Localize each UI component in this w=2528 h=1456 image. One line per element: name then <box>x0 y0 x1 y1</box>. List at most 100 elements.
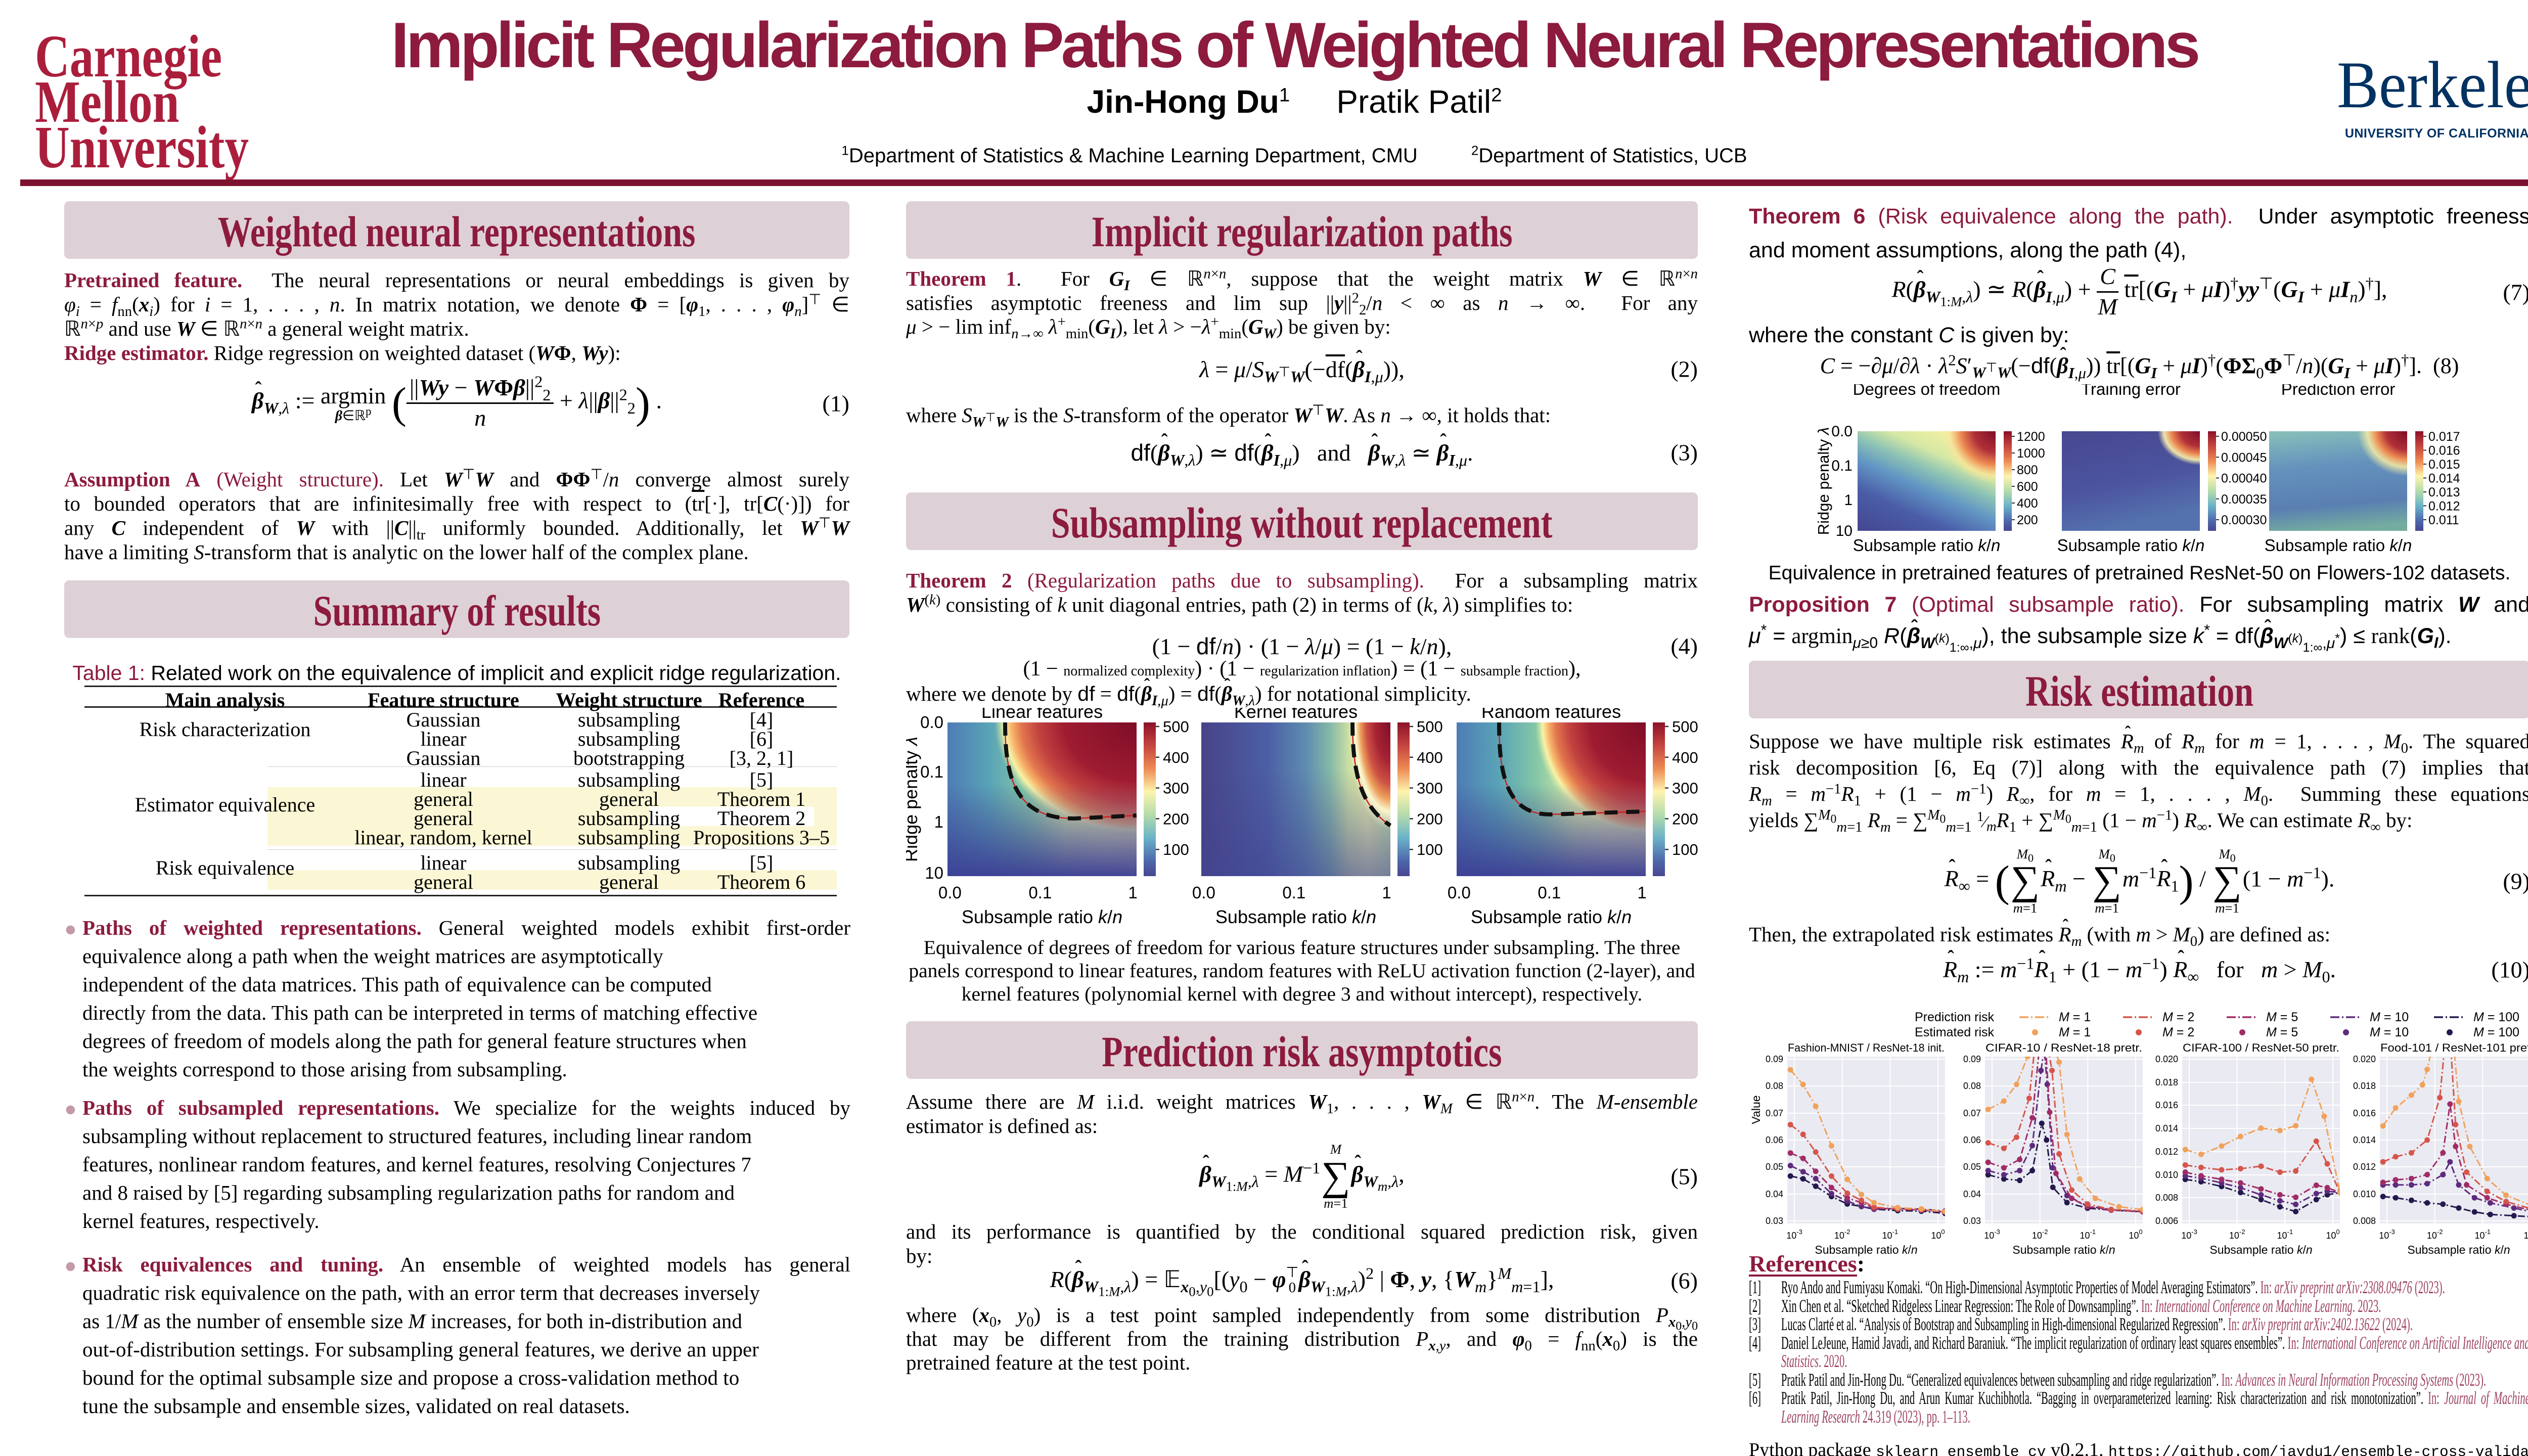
svg-text:M = 5: M = 5 <box>2266 1010 2298 1024</box>
svg-text:100: 100 <box>1672 841 1698 858</box>
svg-text:0.00035: 0.00035 <box>2221 492 2267 507</box>
svg-text:M = 5: M = 5 <box>2266 1025 2298 1039</box>
svg-text:1: 1 <box>1382 883 1391 902</box>
svg-text:0.00030: 0.00030 <box>2221 513 2267 527</box>
svg-text:300: 300 <box>1417 780 1443 797</box>
svg-text:0.016: 0.016 <box>2428 444 2460 458</box>
svg-text:10-3: 10-3 <box>2379 1228 2395 1241</box>
svg-text:0.05: 0.05 <box>1766 1162 1783 1172</box>
svg-text:10-1: 10-1 <box>1882 1228 1899 1241</box>
svg-text:500: 500 <box>1163 718 1189 736</box>
svg-text:Subsample ratio k/n: Subsample ratio k/n <box>1471 906 1632 927</box>
svg-text:10-1: 10-1 <box>2080 1228 2096 1241</box>
svg-text:0.012: 0.012 <box>2428 499 2460 514</box>
svg-text:Prediction error: Prediction error <box>2281 384 2396 398</box>
svg-text:Food-101 / ResNet-101 pretr.: Food-101 / ResNet-101 pretr. <box>2380 1041 2528 1054</box>
svg-text:500: 500 <box>1672 718 1698 736</box>
svg-text:0.008: 0.008 <box>2353 1216 2376 1226</box>
svg-text:0.016: 0.016 <box>2155 1100 2178 1110</box>
svg-text:0.06: 0.06 <box>1766 1135 1783 1145</box>
svg-text:0.006: 0.006 <box>2155 1216 2178 1226</box>
svg-text:0.09: 0.09 <box>1766 1054 1783 1064</box>
svg-text:0.015: 0.015 <box>2428 458 2460 472</box>
svg-text:400: 400 <box>1417 749 1443 766</box>
svg-text:M = 2: M = 2 <box>2162 1025 2194 1039</box>
svg-text:0.017: 0.017 <box>2428 430 2460 444</box>
svg-text:0.08: 0.08 <box>1963 1081 1981 1091</box>
svg-text:Ridge penalty λ: Ridge penalty λ <box>1815 427 1832 535</box>
svg-text:0.1: 0.1 <box>920 762 943 781</box>
svg-text:0.014: 0.014 <box>2353 1135 2376 1145</box>
svg-text:1000: 1000 <box>2017 446 2045 461</box>
svg-text:1: 1 <box>1637 883 1646 902</box>
svg-text:0.1: 0.1 <box>1282 883 1305 902</box>
svg-text:M = 1: M = 1 <box>2059 1010 2091 1024</box>
svg-text:0.014: 0.014 <box>2155 1123 2178 1133</box>
svg-text:0.0: 0.0 <box>920 713 943 732</box>
svg-text:M = 10: M = 10 <box>2370 1010 2409 1024</box>
svg-text:Subsample ratio k/n: Subsample ratio k/n <box>962 906 1122 927</box>
svg-text:0.018: 0.018 <box>2353 1081 2376 1091</box>
svg-text:0.0: 0.0 <box>1831 423 1853 440</box>
svg-text:Training error: Training error <box>2081 384 2181 398</box>
svg-text:M = 100: M = 100 <box>2473 1010 2519 1024</box>
svg-text:Fashion-MNIST / ResNet-18 init: Fashion-MNIST / ResNet-18 init. <box>1788 1041 1945 1054</box>
svg-text:600: 600 <box>2017 480 2038 494</box>
svg-text:Subsample ratio k/n: Subsample ratio k/n <box>2265 536 2412 555</box>
svg-text:10-3: 10-3 <box>1984 1228 2000 1241</box>
svg-text:300: 300 <box>1163 780 1189 797</box>
svg-text:1: 1 <box>1844 492 1853 509</box>
svg-text:Subsample ratio k/n: Subsample ratio k/n <box>1215 906 1376 927</box>
svg-text:200: 200 <box>1417 810 1443 828</box>
svg-text:Subsample ratio k/n: Subsample ratio k/n <box>2407 1243 2510 1256</box>
svg-text:0.04: 0.04 <box>1963 1189 1981 1199</box>
svg-text:100: 100 <box>2129 1228 2142 1241</box>
svg-text:10-3: 10-3 <box>1786 1228 1802 1241</box>
svg-text:0.03: 0.03 <box>1766 1216 1783 1226</box>
svg-text:10-2: 10-2 <box>2032 1228 2048 1241</box>
svg-text:M = 10: M = 10 <box>2370 1025 2409 1039</box>
svg-text:100: 100 <box>1931 1228 1945 1241</box>
svg-text:0.05: 0.05 <box>1963 1162 1981 1172</box>
svg-text:0.012: 0.012 <box>2353 1162 2376 1172</box>
svg-text:0.09: 0.09 <box>1963 1054 1981 1064</box>
svg-text:Subsample ratio k/n: Subsample ratio k/n <box>1853 536 2001 555</box>
svg-text:0.020: 0.020 <box>2155 1054 2178 1064</box>
svg-text:200: 200 <box>2017 513 2038 527</box>
svg-text:Ridge penalty λ: Ridge penalty λ <box>906 737 921 862</box>
svg-text:Linear features: Linear features <box>981 708 1103 722</box>
svg-text:10-2: 10-2 <box>2427 1228 2443 1241</box>
svg-text:CIFAR-100 / ResNet-50 pretr.: CIFAR-100 / ResNet-50 pretr. <box>2183 1041 2339 1054</box>
svg-text:500: 500 <box>1417 718 1443 736</box>
svg-text:10-2: 10-2 <box>1834 1228 1850 1241</box>
svg-text:0.0: 0.0 <box>1448 883 1471 902</box>
svg-text:10-1: 10-1 <box>2277 1228 2293 1241</box>
svg-text:0.020: 0.020 <box>2353 1054 2376 1064</box>
svg-text:0.011: 0.011 <box>2428 513 2459 527</box>
svg-text:0.010: 0.010 <box>2155 1170 2178 1180</box>
svg-text:100: 100 <box>1417 841 1443 858</box>
svg-text:0.0: 0.0 <box>938 883 962 902</box>
svg-text:10-2: 10-2 <box>2229 1228 2245 1241</box>
svg-text:0.018: 0.018 <box>2155 1077 2178 1087</box>
svg-text:Subsample ratio k/n: Subsample ratio k/n <box>1815 1243 1917 1256</box>
svg-text:Degrees of freedom: Degrees of freedom <box>1853 384 2001 398</box>
svg-text:Value: Value <box>1749 1095 1763 1124</box>
svg-text:Kernel features: Kernel features <box>1234 708 1358 722</box>
svg-text:10: 10 <box>925 863 943 882</box>
svg-text:0.07: 0.07 <box>1963 1108 1981 1118</box>
svg-text:100: 100 <box>2326 1228 2339 1241</box>
svg-text:200: 200 <box>1163 810 1189 828</box>
svg-text:0.1: 0.1 <box>1538 883 1561 902</box>
svg-text:Estimated risk: Estimated risk <box>1915 1025 1994 1039</box>
svg-text:0.03: 0.03 <box>1963 1216 1981 1226</box>
svg-text:0.010: 0.010 <box>2353 1189 2376 1199</box>
svg-text:CIFAR-10 / ResNet-18 pretr.: CIFAR-10 / ResNet-18 pretr. <box>1985 1041 2142 1054</box>
svg-text:0.07: 0.07 <box>1766 1108 1783 1118</box>
svg-text:10-3: 10-3 <box>2181 1228 2197 1241</box>
svg-text:0.04: 0.04 <box>1766 1189 1783 1199</box>
svg-text:M = 1: M = 1 <box>2059 1025 2091 1039</box>
svg-text:400: 400 <box>2017 496 2038 511</box>
svg-text:10: 10 <box>1836 523 1853 539</box>
svg-text:400: 400 <box>1672 749 1698 766</box>
